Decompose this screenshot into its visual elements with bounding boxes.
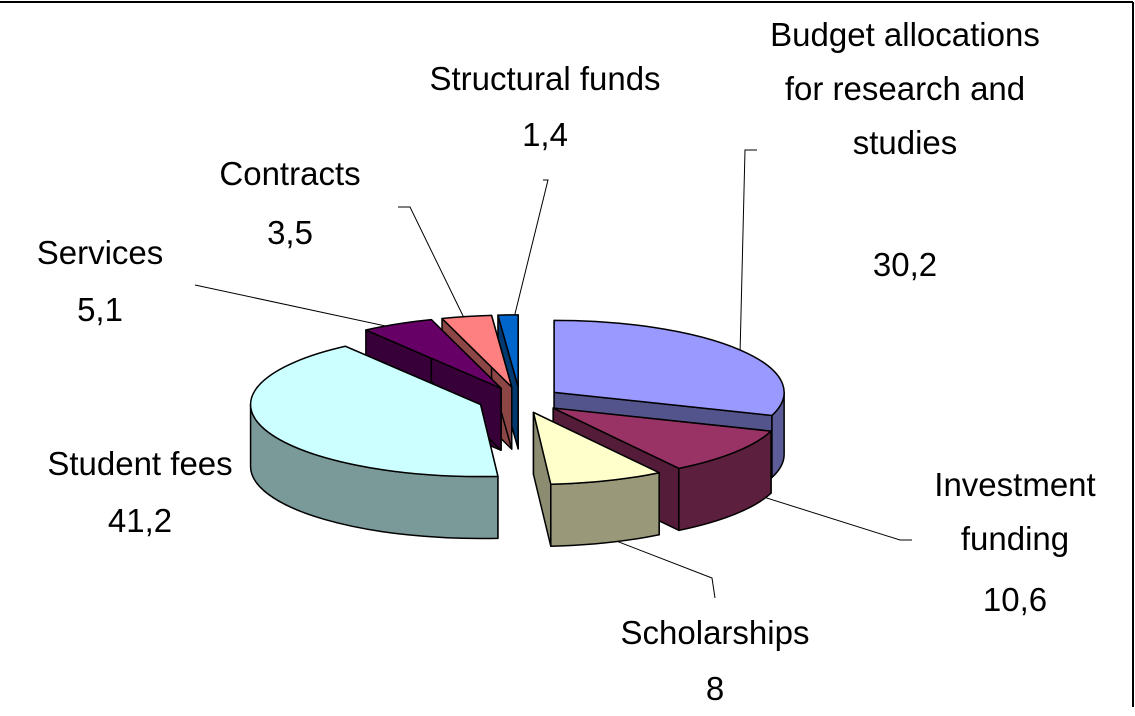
leader-line (398, 206, 467, 323)
slice-value: 3,5 (267, 214, 313, 251)
slice-label: Investment funding (934, 466, 1096, 557)
slice-top (365, 318, 502, 390)
leader-line (194, 284, 396, 329)
slice-label: Structural funds (429, 60, 661, 97)
slice (249, 345, 499, 540)
leader-line (739, 149, 757, 356)
slice-label: Scholarships (620, 614, 810, 651)
slice-value: 1,4 (522, 116, 568, 153)
slice (532, 411, 660, 547)
slice-value: 5,1 (77, 291, 123, 328)
slice (497, 314, 519, 450)
slice-value: 41,2 (107, 502, 173, 539)
slice-value: 8 (705, 670, 725, 707)
slice-top (249, 345, 499, 478)
slice-top (441, 314, 513, 388)
slice-value: 30,2 (872, 246, 938, 283)
slice-top (553, 319, 785, 417)
slice-top (532, 411, 660, 485)
leader-line (734, 487, 912, 541)
slice-label: Services (36, 234, 164, 271)
slice-top (497, 314, 519, 388)
slice-label: Budget allocations for research and stud… (770, 16, 1040, 161)
slice-top (552, 407, 772, 470)
leader-line (511, 179, 549, 327)
slice-label: Student fees (47, 445, 233, 482)
slice-label: Contracts (219, 155, 361, 192)
slice-value: 10,6 (982, 581, 1048, 618)
